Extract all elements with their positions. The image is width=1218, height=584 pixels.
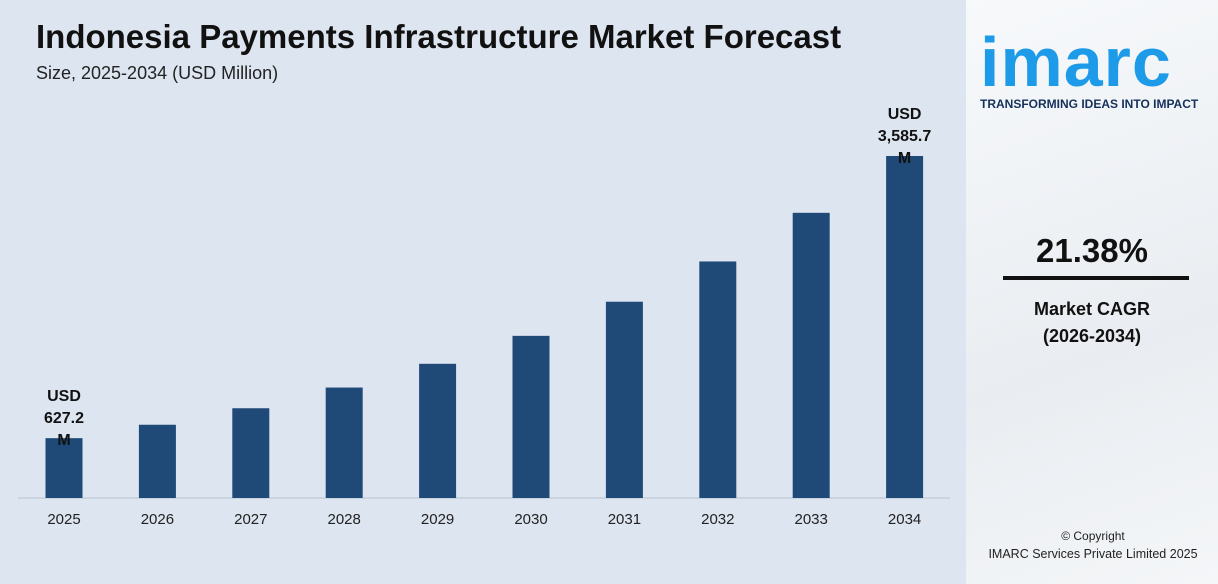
- divider: [1003, 276, 1189, 280]
- bar: [45, 438, 83, 498]
- bar: [325, 387, 363, 498]
- chart-title: Indonesia Payments Infrastructure Market…: [36, 18, 842, 55]
- tagline: TRANSFORMING IDEAS INTO IMPACT: [980, 97, 1199, 111]
- plot: 2025 2026 2027 2028 2029 2030 2031 2032 2033 2034: [18, 156, 950, 528]
- bar: [419, 363, 457, 498]
- cagr-value: 21.38%: [1036, 232, 1148, 269]
- bar: [232, 408, 270, 498]
- bar: [138, 424, 176, 498]
- value-label: USD 627.2 M: [43, 388, 85, 450]
- bar: [605, 301, 643, 498]
- x-tick-label: 2026: [141, 511, 174, 528]
- x-tick-label: 2033: [795, 511, 828, 528]
- bar: [512, 335, 550, 498]
- value-label: USD 3,585.7 M: [877, 106, 932, 167]
- bar: [792, 212, 830, 498]
- x-tick-label: 2025: [47, 511, 80, 528]
- x-tick-label: 2028: [328, 511, 361, 528]
- bar: [699, 261, 737, 498]
- x-tick-label: 2030: [514, 511, 547, 528]
- x-tick-label: 2029: [421, 511, 454, 528]
- side-panel: imarc TRANSFORMING IDEAS INTO IMPACT 21.…: [966, 0, 1218, 584]
- chart-subtitle: Size, 2025-2034 (USD Million): [36, 63, 279, 83]
- company: IMARC Services Private Limited 2025: [988, 547, 1198, 561]
- x-tick-label: 2027: [234, 511, 267, 528]
- copyright: © Copyright: [1061, 529, 1125, 543]
- x-tick-label: 2032: [701, 511, 734, 528]
- cagr-label: Market CAGR (2026-2034): [1033, 299, 1151, 346]
- logo: imarc: [980, 23, 1172, 101]
- chart-area: Indonesia Payments Infrastructure Market…: [0, 0, 966, 584]
- bar: [886, 156, 924, 498]
- x-tick-label: 2034: [888, 511, 921, 528]
- x-tick-label: 2031: [608, 511, 641, 528]
